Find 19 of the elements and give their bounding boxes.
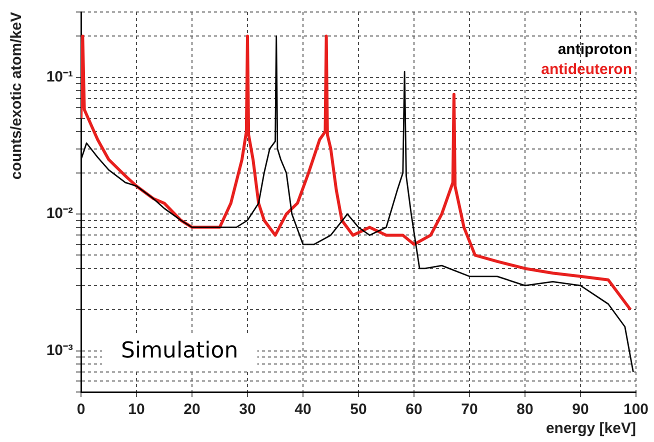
x-tick-label: 10	[128, 401, 145, 418]
x-tick-label: 40	[294, 401, 312, 418]
x-tick-label: 100	[623, 401, 649, 418]
text: antideuteron	[541, 61, 632, 78]
text: antiproton	[558, 41, 632, 58]
y-tick-label: 10⁻²	[46, 205, 73, 222]
x-tick-label: 50	[350, 401, 367, 418]
x-tick-label: 70	[461, 401, 478, 418]
y-tick-label: 10⁻¹	[46, 68, 73, 86]
x-tick-label: 30	[239, 401, 256, 418]
y-axis-title: counts/exotic atom/keV	[8, 12, 26, 180]
x-tick-label: 20	[184, 401, 200, 418]
x-axis-title: energy [keV]	[546, 420, 636, 438]
annotation: Simulation	[121, 338, 238, 364]
y-tick-label: 10⁻³	[46, 342, 73, 359]
x-tick-label: 90	[572, 401, 589, 418]
x-tick-label: 0	[76, 401, 86, 418]
x-tick-label: 60	[406, 401, 422, 418]
x-tick-label: 80	[516, 401, 534, 418]
